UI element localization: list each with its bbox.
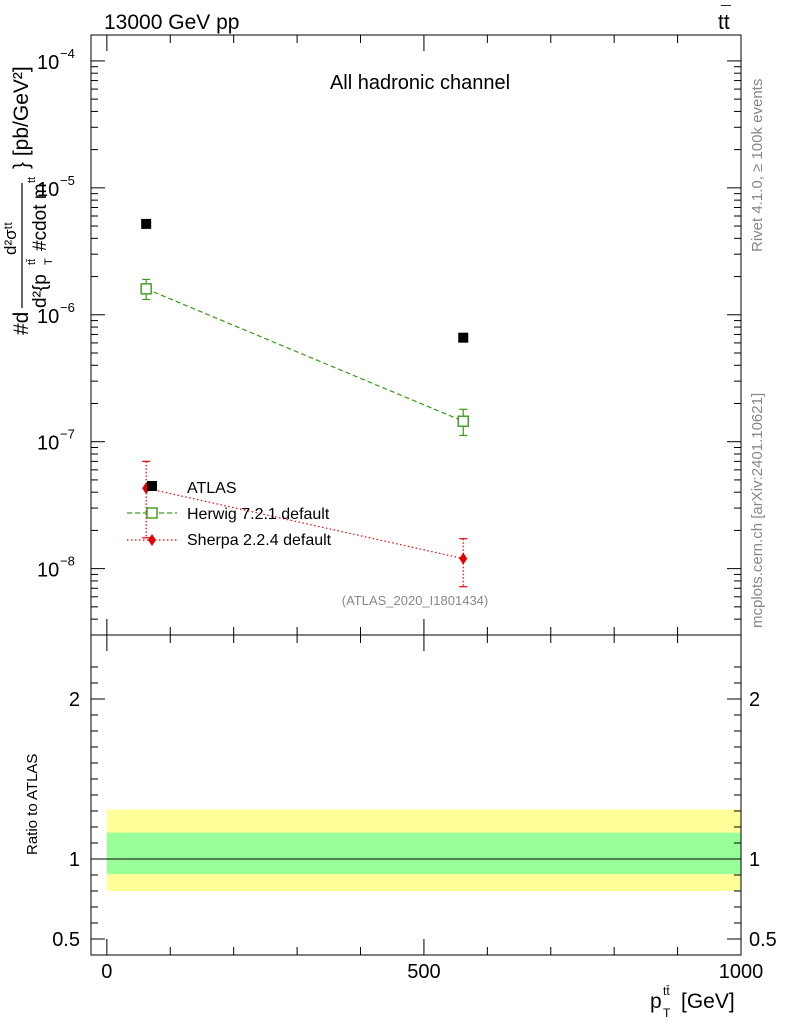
x-axis-label: p tt̄ T [GeV] xyxy=(650,984,735,1020)
ratio-y-tick-label-left: 0.5 xyxy=(52,929,80,951)
ratio-y-tick-label-left: 2 xyxy=(69,689,80,711)
rivet-version-label: Rivet 4.1.0, ≥ 100k events xyxy=(749,79,766,252)
y-label-denominator: d²{p xyxy=(30,274,51,308)
x-tick-label: 500 xyxy=(407,961,440,983)
data-point-atlas-1 xyxy=(458,332,469,343)
main-y-tick-label-base: 10 xyxy=(37,560,59,582)
legend: ATLAS Herwig 7.2.1 default Sherpa 2.2.4 … xyxy=(127,480,332,549)
legend-atlas-label: ATLAS xyxy=(187,480,237,497)
y-label-denominator-sub: T xyxy=(43,258,55,265)
ratio-y-tick-label-right: 0.5 xyxy=(749,929,777,951)
ratio-y-tick-label-right: 2 xyxy=(749,689,760,711)
main-y-tick-label-exponent: −5 xyxy=(60,173,75,188)
ratio-panel-frame xyxy=(90,634,742,956)
y-label-prefix: #d xyxy=(10,312,33,335)
x-label-p: p xyxy=(650,990,662,1013)
series-line-1 xyxy=(145,288,464,422)
data-point-herwig-1 xyxy=(457,415,469,427)
ratio-panel: 0.5 0.5 1 1 2 2 0 500 1000 Ratio to ATLAS p tt̄… xyxy=(24,634,777,1020)
main-y-tick-label-exponent: −6 xyxy=(60,300,75,315)
legend-sherpa-label: Sherpa 2.2.4 default xyxy=(187,532,332,549)
x-tick-label: 1000 xyxy=(719,961,764,983)
main-y-tick-label-base: 10 xyxy=(37,179,59,201)
legend-entry-sherpa: Sherpa 2.2.4 default xyxy=(127,532,332,549)
mcplots-credit-label: mcplots.cern.ch [arXiv:2401.10621] xyxy=(749,393,766,628)
y-label-denominator-tail-sup: tt xyxy=(26,177,38,183)
y-label-denominator-sup: tt̄ xyxy=(26,259,38,265)
main-y-tick-label-exponent: −4 xyxy=(60,46,75,61)
chart-title: All hadronic channel xyxy=(330,72,510,94)
x-tick-label: 0 xyxy=(101,961,112,983)
y-label-numerator: d²σᵗᵗ xyxy=(1,222,20,255)
legend-herwig-label: Herwig 7.2.1 default xyxy=(187,506,330,523)
main-y-axis-label: #d d²σᵗᵗ d²{p tt̄ T #cdot m tt } [pb/GeV… xyxy=(1,66,55,335)
legend-atlas-marker xyxy=(147,481,157,491)
y-label-suffix: } [pb/GeV²] xyxy=(10,66,33,169)
header-process-bar: ¯ xyxy=(720,3,732,23)
main-panel: All hadronic channel (ATLAS_2020_I180143… xyxy=(1,34,742,636)
ratio-y-axis-ticks: 0.5 0.5 1 1 2 2 xyxy=(52,666,777,951)
main-data-series xyxy=(140,218,469,588)
x-label-sup: tt̄ xyxy=(663,984,670,998)
ratio-y-tick-label-right: 1 xyxy=(749,849,760,871)
y-label-denominator-tail: #cdot m xyxy=(30,183,51,251)
analysis-watermark: (ATLAS_2020_I1801434) xyxy=(342,593,488,608)
data-point-herwig-0 xyxy=(140,283,152,295)
main-y-tick-label-base: 10 xyxy=(37,433,59,455)
ratio-y-axis-label: Ratio to ATLAS xyxy=(24,754,41,855)
legend-entry-herwig: Herwig 7.2.1 default xyxy=(127,506,330,523)
x-label-unit: [GeV] xyxy=(681,990,735,1013)
data-point-atlas-0 xyxy=(141,218,152,229)
main-y-tick-label-base: 10 xyxy=(37,306,59,328)
ratio-y-tick-label-left: 1 xyxy=(69,849,80,871)
legend-entry-atlas: ATLAS xyxy=(147,480,237,497)
x-label-sub: T xyxy=(663,1006,671,1020)
legend-sherpa-marker xyxy=(148,534,156,546)
main-y-tick-label-exponent: −7 xyxy=(60,427,75,442)
header-process-label: tt xyxy=(718,11,730,34)
legend-herwig-marker xyxy=(146,507,158,519)
ratio-bands xyxy=(106,809,742,891)
ratio-band-stat xyxy=(106,832,742,875)
header-energy-label: 13000 GeV pp xyxy=(104,11,239,34)
ratio-x-axis-ticks: 0 500 1000 xyxy=(101,635,763,983)
main-y-tick-label-base: 10 xyxy=(37,52,59,74)
main-y-tick-label-exponent: −8 xyxy=(60,554,75,569)
main-y-axis-ticks: 10−810−710−610−510−4 xyxy=(37,46,741,636)
data-point-sherpa-1 xyxy=(459,552,468,565)
